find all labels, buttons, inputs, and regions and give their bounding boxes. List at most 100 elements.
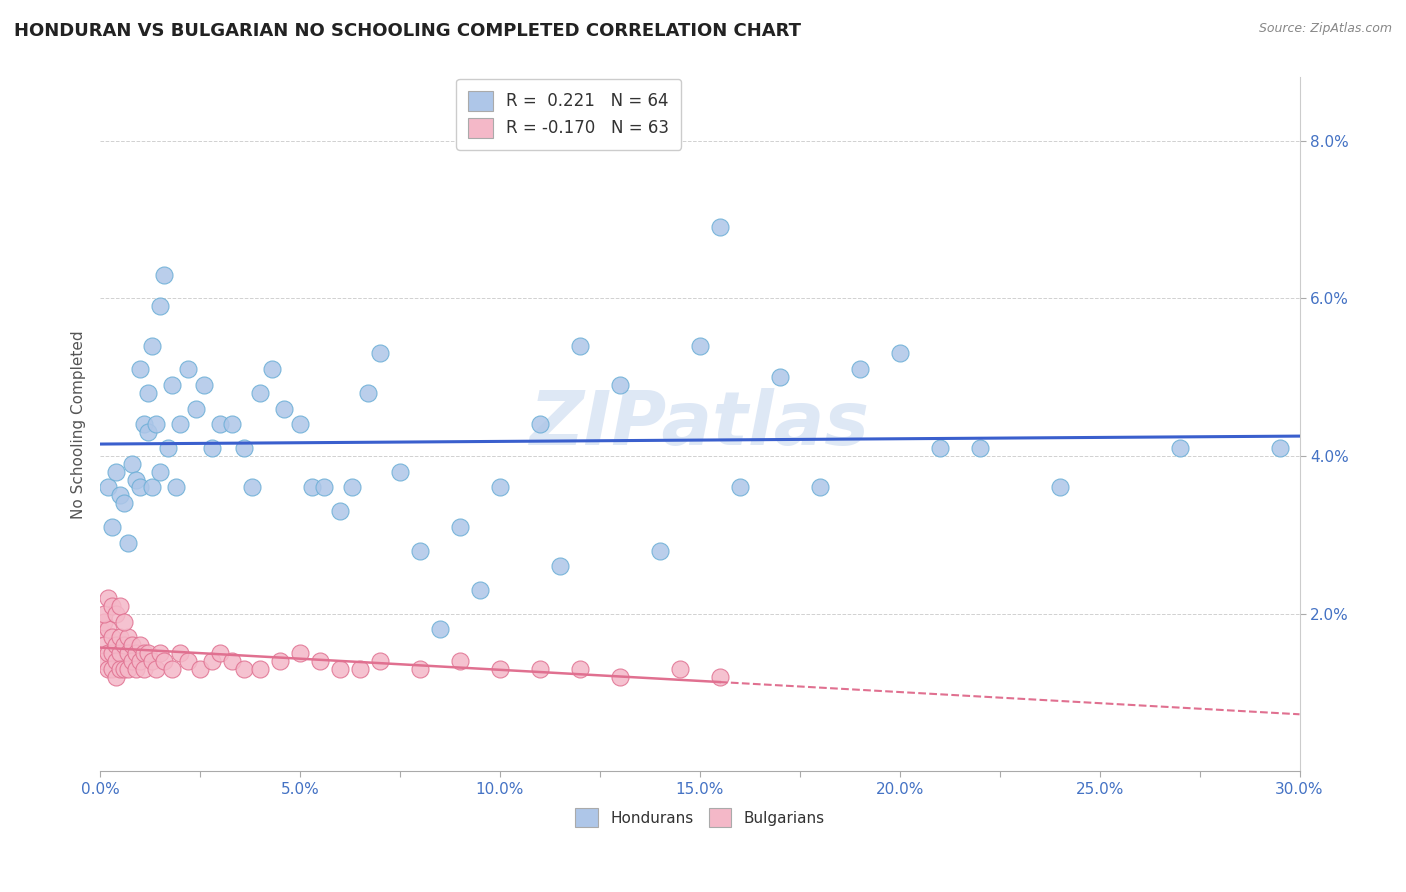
Point <box>689 338 711 352</box>
Point <box>105 638 128 652</box>
Point <box>709 220 731 235</box>
Point <box>132 662 155 676</box>
Y-axis label: No Schooling Completed: No Schooling Completed <box>72 330 86 519</box>
Point <box>260 362 283 376</box>
Point <box>165 481 187 495</box>
Point <box>117 646 139 660</box>
Point <box>101 630 124 644</box>
Point <box>329 504 352 518</box>
Point <box>409 543 432 558</box>
Point <box>568 338 591 352</box>
Point <box>160 378 183 392</box>
Point <box>121 457 143 471</box>
Point <box>177 362 200 376</box>
Point <box>153 654 176 668</box>
Point <box>188 662 211 676</box>
Point <box>340 481 363 495</box>
Text: Source: ZipAtlas.com: Source: ZipAtlas.com <box>1258 22 1392 36</box>
Point <box>221 654 243 668</box>
Point <box>121 638 143 652</box>
Point <box>121 654 143 668</box>
Point <box>449 520 471 534</box>
Point <box>221 417 243 432</box>
Point <box>101 646 124 660</box>
Text: HONDURAN VS BULGARIAN NO SCHOOLING COMPLETED CORRELATION CHART: HONDURAN VS BULGARIAN NO SCHOOLING COMPL… <box>14 22 801 40</box>
Point <box>309 654 332 668</box>
Point <box>132 417 155 432</box>
Point <box>141 481 163 495</box>
Point <box>136 385 159 400</box>
Point <box>1168 441 1191 455</box>
Point <box>112 615 135 629</box>
Point <box>112 638 135 652</box>
Point <box>93 638 115 652</box>
Point <box>177 654 200 668</box>
Point <box>249 662 271 676</box>
Point <box>129 362 152 376</box>
Point <box>249 385 271 400</box>
Point <box>112 496 135 510</box>
Point <box>728 481 751 495</box>
Point <box>117 662 139 676</box>
Point <box>489 662 512 676</box>
Point <box>149 646 172 660</box>
Point <box>1268 441 1291 455</box>
Point <box>108 662 131 676</box>
Point <box>288 417 311 432</box>
Point <box>529 417 551 432</box>
Point <box>97 591 120 605</box>
Point <box>101 662 124 676</box>
Point <box>141 654 163 668</box>
Point <box>145 417 167 432</box>
Point <box>409 662 432 676</box>
Point <box>273 401 295 416</box>
Point <box>769 370 792 384</box>
Point <box>529 662 551 676</box>
Point <box>105 654 128 668</box>
Point <box>125 473 148 487</box>
Point <box>169 646 191 660</box>
Point <box>105 465 128 479</box>
Point <box>240 481 263 495</box>
Point <box>108 646 131 660</box>
Point <box>201 441 224 455</box>
Point <box>368 654 391 668</box>
Point <box>449 654 471 668</box>
Point <box>184 401 207 416</box>
Point <box>349 662 371 676</box>
Point <box>101 599 124 613</box>
Point <box>149 465 172 479</box>
Point <box>609 670 631 684</box>
Point <box>169 417 191 432</box>
Point <box>233 441 256 455</box>
Legend: Hondurans, Bulgarians: Hondurans, Bulgarians <box>569 802 831 833</box>
Point <box>157 441 180 455</box>
Point <box>93 615 115 629</box>
Point <box>149 299 172 313</box>
Point <box>129 638 152 652</box>
Point <box>132 646 155 660</box>
Point <box>609 378 631 392</box>
Point <box>136 646 159 660</box>
Point <box>153 268 176 282</box>
Point <box>93 607 115 621</box>
Point <box>1049 481 1071 495</box>
Point <box>269 654 291 668</box>
Point <box>117 535 139 549</box>
Point <box>209 417 232 432</box>
Point <box>201 654 224 668</box>
Point <box>312 481 335 495</box>
Text: ZIPatlas: ZIPatlas <box>530 388 870 461</box>
Point <box>209 646 232 660</box>
Point <box>357 385 380 400</box>
Point <box>145 662 167 676</box>
Point <box>193 378 215 392</box>
Point <box>709 670 731 684</box>
Point <box>136 425 159 440</box>
Point <box>105 607 128 621</box>
Point <box>301 481 323 495</box>
Point <box>969 441 991 455</box>
Point <box>89 623 111 637</box>
Point <box>117 630 139 644</box>
Point <box>160 662 183 676</box>
